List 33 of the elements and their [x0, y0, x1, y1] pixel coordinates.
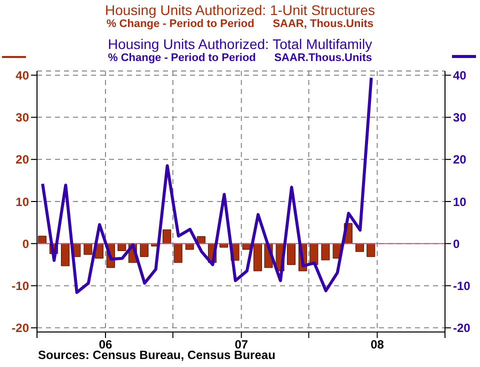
bar [162, 229, 172, 244]
bar [185, 243, 194, 250]
bar [321, 243, 330, 260]
y-tick-label: -20 [12, 321, 30, 336]
y-tick-label: 30 [16, 110, 30, 125]
bar [84, 243, 92, 255]
bar [38, 236, 46, 244]
bar [286, 243, 296, 265]
bar [61, 243, 70, 266]
bar [253, 243, 262, 272]
text: % Change - Period to Period SAAR.Thous.Units [106, 52, 374, 65]
y2-tick-label: -20 [453, 321, 471, 336]
y-tick-label: -10 [12, 278, 30, 293]
y2-tick-label: 30 [453, 110, 467, 125]
text: % Change - Period to Period SAAR, Thous.Units [105, 18, 375, 31]
bar [174, 243, 182, 263]
y-tick-label: 20 [16, 152, 30, 167]
y-tick-label: 40 [16, 68, 30, 82]
y-tick-label: 10 [16, 194, 30, 209]
bar [366, 243, 376, 257]
y2-tick-label: 20 [453, 152, 467, 167]
bar [118, 243, 126, 252]
line-series [41, 76, 373, 294]
bar [355, 243, 364, 252]
y2-tick-label: -10 [453, 278, 471, 293]
y2-tick-label: 10 [453, 194, 467, 209]
x-tick-label: 08 [370, 338, 384, 352]
y-tick-label: 0 [22, 236, 30, 251]
bar [140, 243, 148, 257]
y2-tick-label: 0 [453, 236, 460, 251]
text: Housing Units Authorized: 1-Unit Structures [104, 2, 376, 18]
y2-tick-label: 40 [453, 68, 467, 82]
series-label: Housing Units Authorized: Total Multifamily [106, 36, 374, 52]
